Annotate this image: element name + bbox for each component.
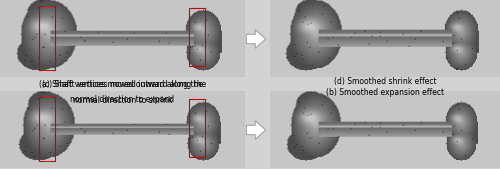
Bar (39, 97, 55, 161)
Bar (188, 99, 204, 157)
Text: (c) Shaft vertices moved inward along the: (c) Shaft vertices moved inward along th… (42, 80, 203, 89)
Text: (a) Shaft vertices moved outward along the: (a) Shaft vertices moved outward along t… (39, 80, 206, 89)
Text: (d) Smoothed shrink effect: (d) Smoothed shrink effect (334, 77, 436, 86)
FancyArrow shape (246, 30, 266, 48)
FancyArrow shape (246, 121, 266, 139)
Bar (188, 8, 204, 66)
Text: normal direction to shrink: normal direction to shrink (73, 95, 172, 104)
Bar (39, 6, 55, 70)
Text: normal direction to expand: normal direction to expand (70, 95, 174, 104)
Text: (b) Smoothed expansion effect: (b) Smoothed expansion effect (326, 88, 444, 97)
